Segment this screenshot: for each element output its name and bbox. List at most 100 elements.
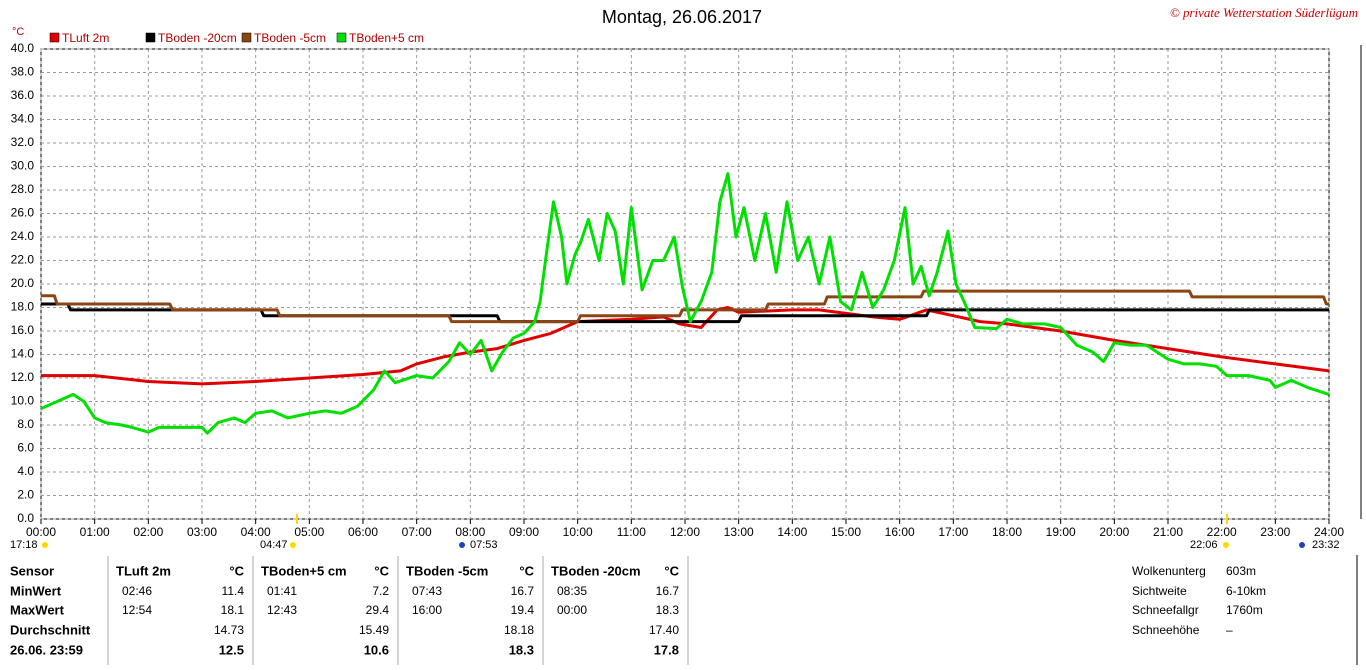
legend-swatch	[336, 32, 347, 43]
current-value: 12.5	[219, 642, 244, 657]
y-tick-label: 22.0	[11, 253, 35, 267]
legend-swatch	[49, 32, 60, 43]
extra-label: Schneehöhe	[1132, 623, 1200, 637]
series-line	[41, 302, 1329, 324]
row-label: MinWert	[10, 583, 62, 598]
extra-value: 6-10km	[1226, 584, 1266, 598]
y-tick-label: 6.0	[17, 441, 34, 455]
y-tick-label: 26.0	[11, 206, 35, 220]
min-time: 08:35	[557, 584, 587, 598]
y-tick-label: 8.0	[17, 417, 34, 431]
current-value: 10.6	[364, 642, 389, 657]
x-tick-label: 21:00	[1153, 525, 1183, 539]
x-tick-label: 06:00	[348, 525, 378, 539]
extra-value: 603m	[1226, 564, 1256, 578]
min-value: 16.7	[656, 584, 680, 598]
y-tick-label: 30.0	[11, 159, 35, 173]
x-tick-label: 16:00	[885, 525, 915, 539]
x-tick-label: 02:00	[133, 525, 163, 539]
copyright: © private Wetterstation Süderlügum	[1170, 5, 1358, 20]
row-label: Sensor	[10, 563, 54, 578]
avg-value: 15.49	[359, 623, 389, 637]
row-label: MaxWert	[10, 602, 65, 617]
x-tick-label: 10:00	[563, 525, 593, 539]
y-tick-label: 2.0	[17, 488, 34, 502]
y-tick-label: 36.0	[11, 88, 35, 102]
max-time: 12:54	[122, 603, 152, 617]
y-tick-label: 24.0	[11, 229, 35, 243]
y-tick-label: 18.0	[11, 300, 35, 314]
column-header: TLuft 2m	[116, 563, 171, 578]
series-line	[40, 172, 1330, 435]
x-tick-label: 23:00	[1260, 525, 1290, 539]
sun-moon-time: 17:18	[10, 539, 38, 551]
min-value: 16.7	[511, 584, 535, 598]
y-tick-label: 16.0	[11, 323, 35, 337]
sun-moon-icon	[1299, 542, 1305, 548]
max-time: 00:00	[557, 603, 587, 617]
series-line	[41, 289, 1329, 324]
x-tick-label: 07:00	[402, 525, 432, 539]
current-value: 18.3	[509, 642, 534, 657]
x-tick-label: 00:00	[26, 525, 56, 539]
max-value: 29.4	[366, 603, 390, 617]
min-value: 7.2	[372, 584, 389, 598]
x-tick-label: 17:00	[938, 525, 968, 539]
column-unit: °C	[374, 563, 389, 578]
column-unit: °C	[519, 563, 534, 578]
y-tick-label: 28.0	[11, 182, 35, 196]
column-unit: °C	[229, 563, 244, 578]
row-label: 26.06. 23:59	[10, 642, 83, 657]
y-tick-label: 20.0	[11, 276, 35, 290]
legend-label: TBoden+5 cm	[349, 31, 424, 45]
avg-value: 17.40	[649, 623, 679, 637]
y-tick-label: 34.0	[11, 112, 35, 126]
x-tick-label: 19:00	[1046, 525, 1076, 539]
y-unit: °C	[12, 26, 24, 38]
y-tick-label: 32.0	[11, 135, 35, 149]
legend-label: TBoden -5cm	[254, 31, 326, 45]
y-tick-label: 4.0	[17, 464, 34, 478]
max-value: 18.3	[656, 603, 680, 617]
sun-moon-time: 23:32	[1312, 539, 1340, 551]
column-header: TBoden+5 cm	[261, 563, 347, 578]
avg-value: 14.73	[214, 623, 244, 637]
x-tick-label: 09:00	[509, 525, 539, 539]
y-tick-label: 38.0	[11, 65, 35, 79]
x-tick-label: 14:00	[777, 525, 807, 539]
legend-swatch	[145, 32, 156, 43]
x-tick-label: 03:00	[187, 525, 217, 539]
min-value: 11.4	[222, 584, 245, 598]
sun-moon-icon	[290, 542, 296, 548]
x-tick-label: 12:00	[670, 525, 700, 539]
min-time: 02:46	[122, 584, 152, 598]
avg-value: 18.18	[504, 623, 534, 637]
sun-moon-time: 07:53	[470, 539, 498, 551]
column-unit: °C	[664, 563, 679, 578]
y-tick-label: 14.0	[11, 347, 35, 361]
sun-moon-icon	[459, 542, 465, 548]
x-tick-label: 15:00	[831, 525, 861, 539]
y-tick-label: 40.0	[11, 41, 35, 55]
x-tick-label: 20:00	[1099, 525, 1129, 539]
row-label: Durchschnitt	[10, 622, 91, 637]
column-header: TBoden -5cm	[406, 563, 488, 578]
current-value: 17.8	[654, 642, 679, 657]
sun-moon-icon	[1223, 542, 1229, 548]
max-value: 18.1	[221, 603, 245, 617]
extra-value: 1760m	[1226, 603, 1263, 617]
sun-moon-time: 04:47	[260, 539, 288, 551]
min-time: 01:41	[267, 584, 297, 598]
max-value: 19.4	[511, 603, 535, 617]
y-tick-label: 12.0	[11, 370, 35, 384]
x-tick-label: 22:00	[1207, 525, 1237, 539]
max-time: 12:43	[267, 603, 297, 617]
column-header: TBoden -20cm	[551, 563, 641, 578]
y-tick-label: 0.0	[17, 511, 34, 525]
sun-moon-icon	[42, 542, 48, 548]
y-tick-label: 10.0	[11, 394, 35, 408]
x-tick-label: 04:00	[241, 525, 271, 539]
max-time: 16:00	[412, 603, 442, 617]
extra-value: –	[1226, 623, 1233, 637]
